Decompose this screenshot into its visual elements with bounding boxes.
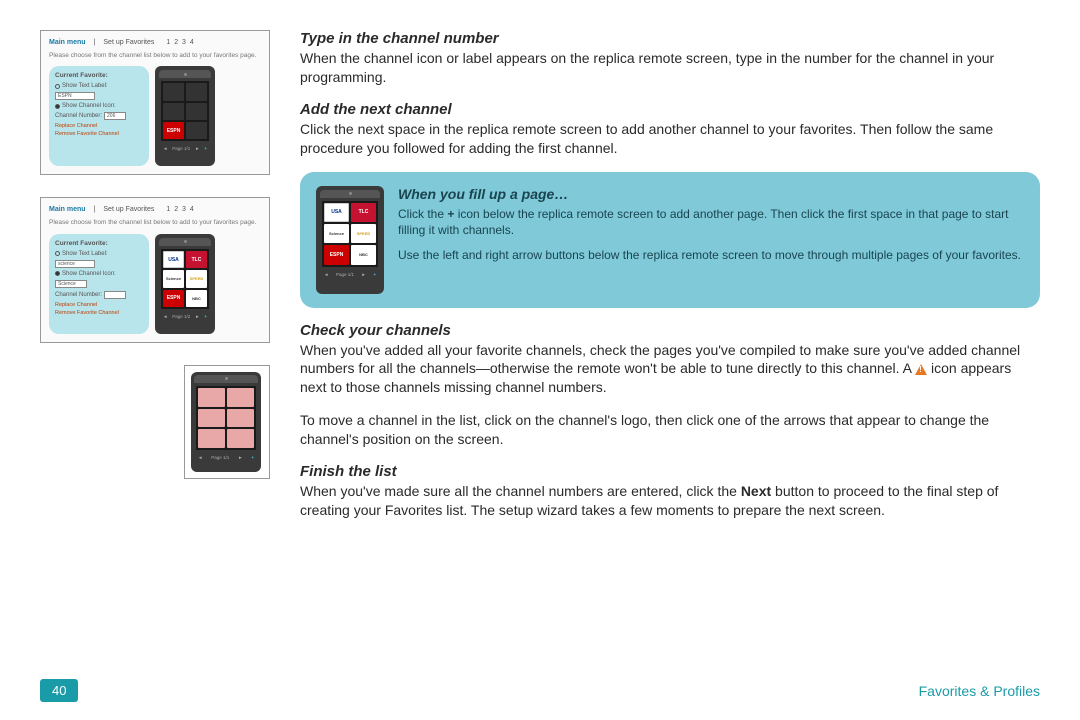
channel-number-input: 206	[104, 112, 126, 120]
right-column: Type in the channel number When the chan…	[300, 30, 1040, 534]
callout-p2: Use the left and right arrow buttons bel…	[398, 247, 1024, 264]
replace-link: Replace Channel	[55, 123, 143, 129]
science-icon: Science	[163, 270, 184, 287]
step-indicators: 1 2 3 4	[166, 39, 194, 46]
remote-replica: ESPN ◄ Page 1/1 ► +	[155, 66, 215, 166]
screenshot-science: Main menu | Set up Favorites 1 2 3 4 Ple…	[40, 197, 270, 342]
heading-check: Check your channels	[300, 322, 1040, 339]
heading-type-channel: Type in the channel number	[300, 30, 1040, 47]
callout-heading: When you fill up a page…	[398, 186, 1024, 202]
instruction-text: Please choose from the channel list belo…	[49, 52, 261, 60]
text-finish: When you've made sure all the channel nu…	[300, 482, 1040, 520]
usa-icon: USA	[163, 251, 184, 268]
footer-bar: 40 Favorites & Profiles	[40, 679, 1040, 702]
page-number: 40	[40, 679, 78, 702]
content-area: Main menu | Set up Favorites 1 2 3 4 Ple…	[40, 30, 1040, 534]
footer-section-label: Favorites & Profiles	[919, 683, 1040, 699]
text-add-next: Click the next space in the replica remo…	[300, 120, 1040, 158]
speed-icon: SPEED	[186, 270, 207, 287]
setup-label: Set up Favorites	[103, 39, 154, 46]
left-column: Main menu | Set up Favorites 1 2 3 4 Ple…	[40, 30, 270, 534]
plus-icon: +	[204, 146, 207, 151]
text-check-p2: To move a channel in the list, click on …	[300, 411, 1040, 449]
callout-fill-page: USA TLC Science SPEED ESPN NBC ◄ Page 1/…	[300, 172, 1040, 308]
panel-title: Current Favorite:	[55, 72, 143, 79]
page-indicator: Page 1/1	[172, 146, 190, 151]
favorite-panel: Current Favorite: Show Text Label: ESPN …	[49, 66, 261, 166]
nbc-icon: NBC	[186, 290, 207, 307]
text-check-p1: When you've added all your favorite chan…	[300, 341, 1040, 398]
panel-settings: Current Favorite: Show Text Label: ESPN …	[49, 66, 149, 166]
screenshot-small-remote: ◄ Page 1/1 ► +	[184, 365, 270, 479]
heading-add-next: Add the next channel	[300, 101, 1040, 118]
remove-link: Remove Favorite Channel	[55, 131, 143, 137]
screenshot-espn: Main menu | Set up Favorites 1 2 3 4 Ple…	[40, 30, 270, 175]
text-type-channel: When the channel icon or label appears o…	[300, 49, 1040, 87]
main-menu-link: Main menu	[49, 39, 86, 46]
heading-finish: Finish the list	[300, 463, 1040, 480]
espn-icon: ESPN	[163, 122, 184, 139]
warning-icon	[915, 364, 927, 375]
tlc-icon: TLC	[186, 251, 207, 268]
callout-p1: Click the + icon below the replica remot…	[398, 206, 1024, 240]
text-label-input: ESPN	[55, 92, 95, 100]
